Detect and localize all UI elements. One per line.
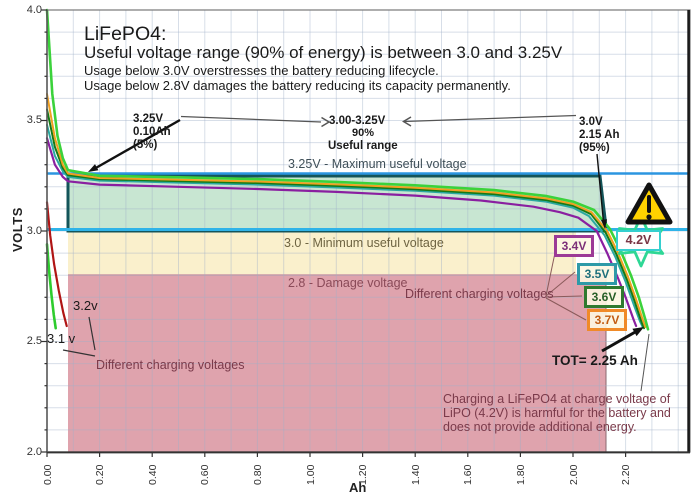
x-axis-tick-label: 1.40 [409,464,422,485]
five-percent-arrow [93,118,181,171]
fan-line-3-7 [545,297,587,321]
warning-icon [625,182,673,225]
fan-line-3-5 [545,271,576,297]
below-minimum-band [68,232,576,275]
total-capacity-arrow [601,329,638,353]
range-marker-percent: 90% [352,127,375,139]
legend-item-3-4v: 3.4V [554,235,594,257]
label-line-3-1v [62,349,96,357]
note-pointer-line [640,333,650,392]
five-percent-arrowhead [88,164,99,172]
range-arrowhead-left [321,116,331,128]
max-voltage-label: 3.25V - Maximum useful voltage [288,157,467,171]
lipo-voltage-badge: 4.2V [616,230,661,251]
y-axis-tick-label: 3.0 [26,224,42,237]
x-axis-tick-label: 2.20 [620,464,633,485]
total-capacity-label: TOT= 2.25 Ah [552,353,638,368]
marker-arrows [88,118,644,353]
curve-label-3-2v: 3.2v [73,298,98,313]
range-arrows [180,114,577,128]
chart-title: LiFePO4: [84,23,167,45]
usage-warning-1: Usage below 3.0V overstresses the batter… [84,63,439,78]
curve-3-4v-charge [45,137,638,328]
legend-item-3-5v: 3.5V [577,263,617,285]
x-axis-title: Ah [349,480,367,495]
lipo-note-line3: does not provide additional energy. [443,420,637,434]
x-axis-tick-label: 0.40 [146,464,159,485]
range-arrow-left-line [180,115,322,123]
total-capacity-arrowhead [632,327,644,337]
x-axis-tick-label: 0.60 [199,464,212,485]
right-marker-percent: (95%) [579,142,610,154]
curve-3-6v-charge [46,108,645,330]
x-axis-tick-label: 0.20 [94,464,107,485]
damage-voltage-label: 2.8 - Damage voltage [288,276,408,290]
curve-3-1v-charge [45,243,58,330]
ninetyfive-percent-arrowhead [601,219,607,229]
lipo-note-line1: Charging a LiFePO4 at charge voltage of [443,392,671,406]
legend-item-3-6v: 3.6V [584,286,624,308]
range-arrow-right-line [403,114,577,123]
left-marker-voltage: 3.25V [133,113,164,125]
curve-3-7v-charge [46,93,647,329]
right-marker-capacity: 2.15 Ah [579,129,620,141]
x-axis-tick-label: 1.00 [304,464,317,485]
lipo-voltage-star [617,214,665,268]
chart-subtitle: Useful voltage range (90% of energy) is … [84,43,563,62]
reference-lines [47,172,690,231]
x-axis-tick-label: 1.80 [514,464,527,485]
discharge-curves [45,8,650,331]
label-line-3-2v [88,316,96,351]
x-axis-tick-label: 1.60 [462,464,475,485]
curve-3-2v-charge [45,201,68,328]
fan-line-3-6 [545,295,583,298]
x-axis-tick-label: 0.00 [41,464,54,485]
curve-label-3-1v: 3.1 v [47,331,76,346]
left-marker-percent: (5%) [133,139,158,151]
x-axis-tick-label: 0.80 [251,464,264,485]
x-axis-tick-label: 1.20 [357,464,370,485]
curve-4-2v-charge [45,8,650,331]
charging-voltages-caption-left: Different charging voltages [96,358,245,372]
charging-voltages-caption-right: Different charging voltages [405,287,554,301]
left-marker-capacity: 0.10Ah [133,126,171,138]
warning-exclamation-dot [646,214,652,220]
lipo-note-line2: LiPO (4.2V) is harmful for the battery a… [443,406,671,420]
range-marker-caption: Useful range [328,140,398,152]
damage-band [68,275,606,452]
y-axis-tick-label: 3.5 [26,114,42,126]
x-axis-tick-label: 2.00 [567,464,580,485]
range-marker-voltage: 3.00-3.25V [329,115,386,127]
y-axis-tick-label: 2.5 [26,335,42,347]
curve-3-5v-charge [46,123,644,329]
range-arrowhead-right [402,116,412,127]
axis-ticks [41,9,627,457]
usage-warning-2: Usage below 2.8V damages the battery red… [84,78,511,93]
legend-item-3-7v: 3.7V [587,309,627,331]
min-voltage-label: 3.0 - Minimum useful voltage [284,236,444,250]
y-axis-tick-label: 2.0 [26,445,42,458]
y-axis-tick-label: 4.0 [26,3,42,16]
connector-lines [62,247,650,392]
ninetyfive-percent-line [596,153,605,223]
right-marker-voltage: 3.0V [579,116,603,128]
